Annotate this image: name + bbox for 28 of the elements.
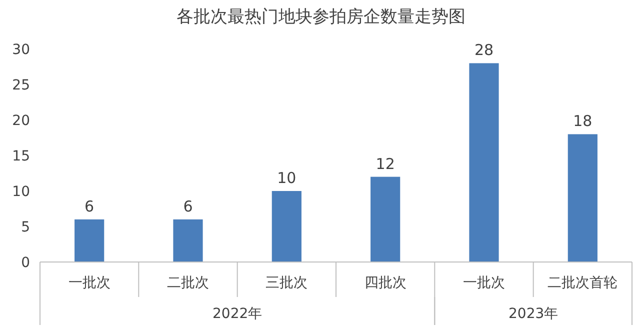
x-tick-label: 一批次: [68, 275, 110, 291]
data-label: 6: [84, 197, 94, 216]
x-tick-label: 二批次首轮: [548, 275, 618, 291]
x-tick-label: 二批次: [167, 275, 209, 291]
y-tick-label: 20: [12, 113, 30, 129]
bar: [469, 63, 499, 262]
y-tick-label: 25: [12, 78, 30, 94]
bar: [370, 176, 400, 262]
x-tick-label: 四批次: [364, 275, 406, 291]
data-label: 6: [183, 197, 193, 216]
data-label: 28: [474, 41, 494, 60]
bar: [272, 191, 302, 262]
data-label: 12: [376, 154, 395, 173]
bar: [173, 219, 203, 262]
bar: [568, 134, 598, 262]
text: 2023年: [508, 306, 558, 322]
bar: [74, 219, 104, 262]
data-label: 10: [277, 169, 296, 187]
y-tick-label: 5: [21, 220, 30, 236]
x-tick-label: 三批次: [266, 275, 308, 291]
data-label: 18: [573, 112, 592, 130]
chart-title: 各批次最热门地块参拍房企数量走势图: [176, 7, 466, 27]
y-tick-label: 30: [12, 42, 30, 58]
y-tick-label: 0: [21, 255, 30, 271]
x-tick-label: 一批次: [463, 275, 505, 291]
text: 2022年: [212, 306, 262, 322]
y-tick-label: 10: [12, 184, 30, 200]
y-tick-label: 15: [12, 148, 30, 164]
